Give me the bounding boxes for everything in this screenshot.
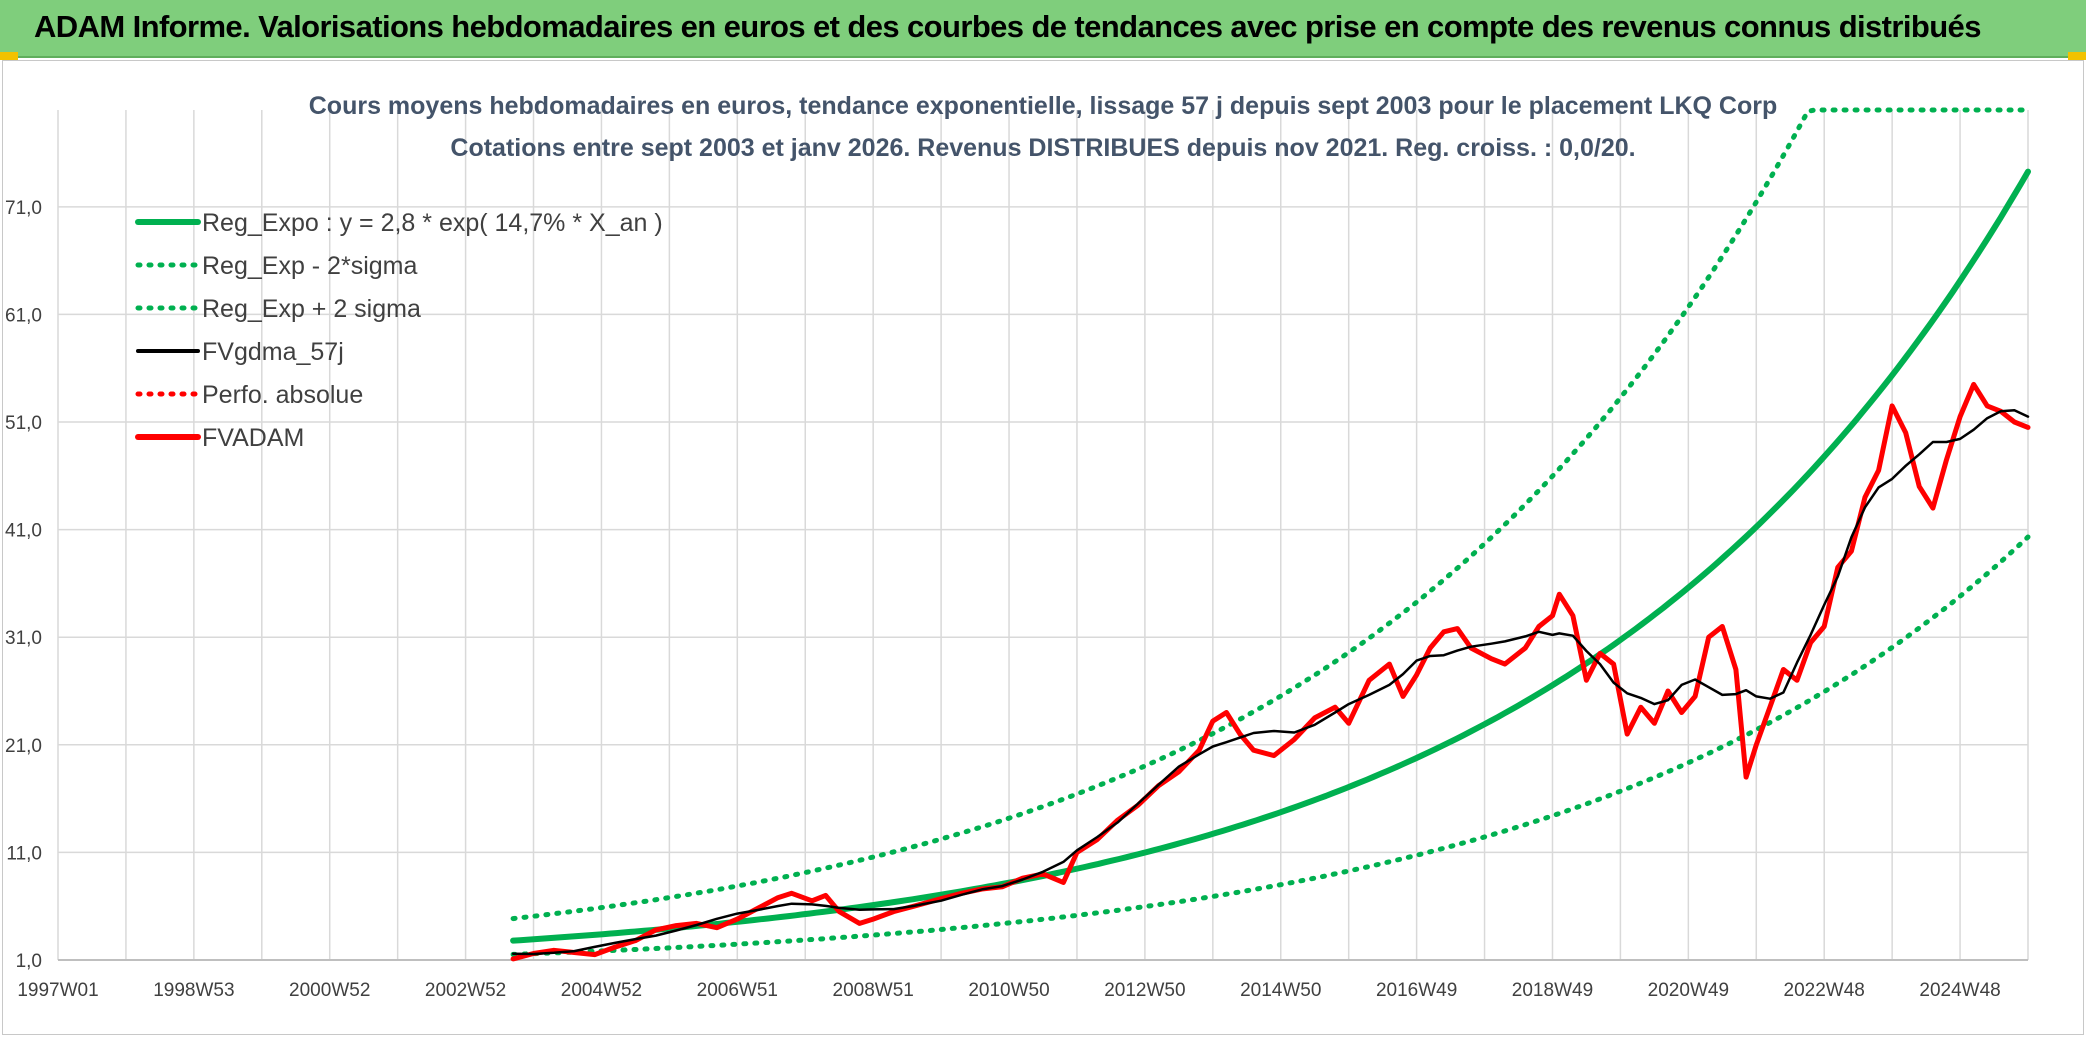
x-tick-label: 2022W48 <box>1784 980 1865 1001</box>
reg-expo-line <box>510 168 2031 944</box>
chart-frame <box>2 60 2084 1035</box>
grid-lines <box>57 110 2029 961</box>
corner-marker-right <box>2068 52 2086 60</box>
x-tick-label: 1997W01 <box>17 980 98 1001</box>
x-tick-label: 2008W51 <box>833 980 914 1001</box>
y-tick-label: 71,0 <box>5 198 42 219</box>
y-tick-label: 41,0 <box>5 521 42 542</box>
y-tick-label: 21,0 <box>5 736 42 757</box>
chart-title-line2: Cotations entre sept 2003 et janv 2026. … <box>450 134 1635 162</box>
y-tick-label: 51,0 <box>5 413 42 434</box>
series-layer <box>510 107 2031 962</box>
chart-title-line1: Cours moyens hebdomadaires en euros, ten… <box>309 92 1778 120</box>
fvgdma-57j-line <box>511 408 2030 956</box>
legend-label: FVgdma_57j <box>202 338 344 366</box>
header-banner: ADAM Informe. Valorisations hebdomadaire… <box>0 0 2086 58</box>
x-tick-label: 2012W50 <box>1104 980 1185 1001</box>
x-tick-label: 2010W50 <box>968 980 1049 1001</box>
x-tick-label: 2006W51 <box>697 980 778 1001</box>
x-tick-label: 1998W53 <box>153 980 234 1001</box>
legend-label: Reg_Exp - 2*sigma <box>202 252 417 280</box>
y-tick-label: 11,0 <box>6 843 42 864</box>
x-tick-label: 2024W48 <box>1919 980 2000 1001</box>
y-axis-labels: 1,0 11,0 21,0 31,0 41,0 51,0 61,0 71,0 <box>5 198 42 972</box>
legend-label: Reg_Expo : y = 2,8 * exp( 14,7% * X_an ) <box>202 209 663 237</box>
y-tick-label: 1,0 <box>16 951 42 972</box>
x-tick-label: 2018W49 <box>1512 980 1593 1001</box>
fvadam-line <box>510 381 2031 962</box>
reg-minus-2sigma-line <box>510 534 2031 957</box>
x-tick-label: 2020W49 <box>1648 980 1729 1001</box>
legend-label: Perfo. absolue <box>202 381 363 409</box>
x-tick-label: 2004W52 <box>561 980 642 1001</box>
legend: Reg_Expo : y = 2,8 * exp( 14,7% * X_an )… <box>135 209 663 452</box>
reg-plus-2sigma-line <box>510 107 2031 922</box>
legend-label: FVADAM <box>202 424 304 452</box>
x-axis-labels: 1997W01 1998W53 2000W52 2002W52 2004W52 2006W… <box>17 980 2000 1001</box>
y-tick-label: 61,0 <box>5 305 42 326</box>
x-tick-label: 2014W50 <box>1240 980 1321 1001</box>
corner-marker-left <box>0 52 18 60</box>
legend-label: Reg_Exp + 2 sigma <box>202 295 421 323</box>
banner-title: ADAM Informe. Valorisations hebdomadaire… <box>34 9 1981 44</box>
x-tick-label: 2016W49 <box>1376 980 1457 1001</box>
y-tick-label: 31,0 <box>5 628 42 649</box>
x-tick-label: 2000W52 <box>289 980 370 1001</box>
x-tick-label: 2002W52 <box>425 980 506 1001</box>
